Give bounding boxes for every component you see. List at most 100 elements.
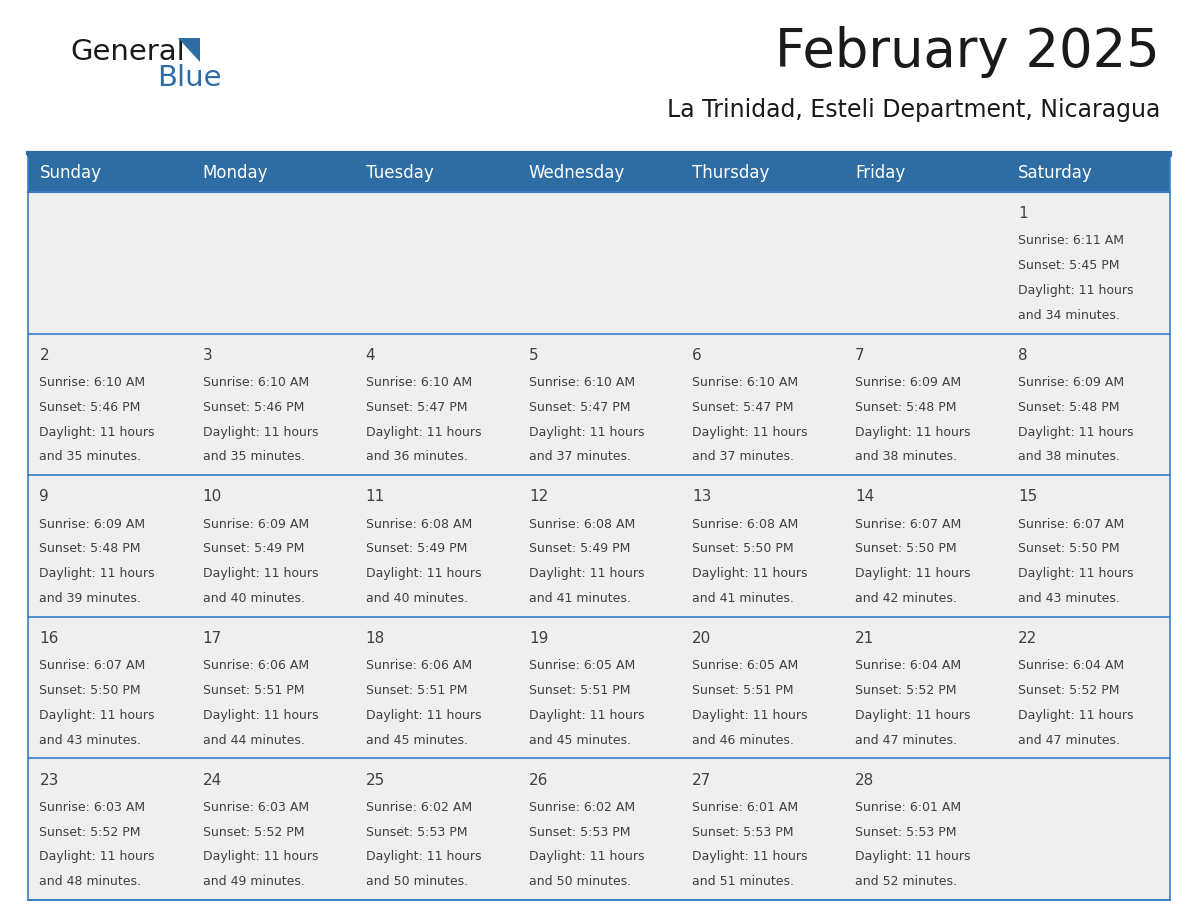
Text: 25: 25 — [366, 773, 385, 788]
Bar — [1007, 476, 1170, 617]
Text: and 38 minutes.: and 38 minutes. — [855, 451, 958, 464]
Text: 27: 27 — [691, 773, 712, 788]
Text: 15: 15 — [1018, 489, 1037, 504]
Text: Sunset: 5:52 PM: Sunset: 5:52 PM — [855, 684, 956, 697]
Text: Daylight: 11 hours: Daylight: 11 hours — [39, 709, 154, 722]
Text: and 38 minutes.: and 38 minutes. — [1018, 451, 1120, 464]
Text: and 37 minutes.: and 37 minutes. — [529, 451, 631, 464]
Text: Sunset: 5:53 PM: Sunset: 5:53 PM — [529, 825, 631, 839]
Text: Daylight: 11 hours: Daylight: 11 hours — [39, 426, 154, 439]
Text: 5: 5 — [529, 348, 538, 363]
Bar — [29, 476, 191, 617]
Text: Sunset: 5:51 PM: Sunset: 5:51 PM — [691, 684, 794, 697]
Text: 18: 18 — [366, 631, 385, 646]
Text: Daylight: 11 hours: Daylight: 11 hours — [691, 709, 808, 722]
Text: Sunset: 5:47 PM: Sunset: 5:47 PM — [529, 401, 631, 414]
Text: and 45 minutes.: and 45 minutes. — [529, 733, 631, 746]
Text: Daylight: 11 hours: Daylight: 11 hours — [366, 567, 481, 580]
Text: Sunset: 5:52 PM: Sunset: 5:52 PM — [203, 825, 304, 839]
Text: Sunrise: 6:07 AM: Sunrise: 6:07 AM — [855, 518, 961, 531]
Text: Sunset: 5:50 PM: Sunset: 5:50 PM — [691, 543, 794, 555]
Text: February 2025: February 2025 — [776, 26, 1159, 78]
Text: Sunrise: 6:11 AM: Sunrise: 6:11 AM — [1018, 234, 1124, 248]
Text: Daylight: 11 hours: Daylight: 11 hours — [691, 850, 808, 864]
Text: Friday: Friday — [855, 164, 905, 183]
Text: and 44 minutes.: and 44 minutes. — [203, 733, 304, 746]
Text: Daylight: 11 hours: Daylight: 11 hours — [1018, 709, 1133, 722]
Bar — [1007, 617, 1170, 758]
Text: 3: 3 — [203, 348, 213, 363]
Text: Sunrise: 6:09 AM: Sunrise: 6:09 AM — [855, 376, 961, 389]
Text: Daylight: 11 hours: Daylight: 11 hours — [529, 709, 644, 722]
Text: La Trinidad, Esteli Department, Nicaragua: La Trinidad, Esteli Department, Nicaragu… — [666, 98, 1159, 122]
Text: 16: 16 — [39, 631, 58, 646]
Bar — [191, 617, 354, 758]
Text: and 45 minutes.: and 45 minutes. — [366, 733, 468, 746]
Text: Sunrise: 6:09 AM: Sunrise: 6:09 AM — [203, 518, 309, 531]
Text: Sunrise: 6:01 AM: Sunrise: 6:01 AM — [691, 800, 798, 814]
Bar — [843, 192, 1007, 333]
Text: and 41 minutes.: and 41 minutes. — [691, 592, 794, 605]
Bar — [191, 758, 354, 900]
Text: Sunset: 5:47 PM: Sunset: 5:47 PM — [366, 401, 467, 414]
Bar — [681, 155, 843, 192]
Text: Sunrise: 6:02 AM: Sunrise: 6:02 AM — [529, 800, 634, 814]
Text: Daylight: 11 hours: Daylight: 11 hours — [855, 709, 971, 722]
Text: and 40 minutes.: and 40 minutes. — [366, 592, 468, 605]
Text: Daylight: 11 hours: Daylight: 11 hours — [691, 426, 808, 439]
Text: Daylight: 11 hours: Daylight: 11 hours — [855, 426, 971, 439]
Bar — [354, 476, 518, 617]
Text: Daylight: 11 hours: Daylight: 11 hours — [39, 567, 154, 580]
Text: Daylight: 11 hours: Daylight: 11 hours — [529, 850, 644, 864]
Text: 13: 13 — [691, 489, 712, 504]
Text: Sunset: 5:46 PM: Sunset: 5:46 PM — [39, 401, 141, 414]
Text: 17: 17 — [203, 631, 222, 646]
Text: and 43 minutes.: and 43 minutes. — [1018, 592, 1120, 605]
Polygon shape — [178, 38, 200, 62]
Text: and 42 minutes.: and 42 minutes. — [855, 592, 958, 605]
Text: Daylight: 11 hours: Daylight: 11 hours — [1018, 426, 1133, 439]
Text: Daylight: 11 hours: Daylight: 11 hours — [855, 850, 971, 864]
Text: 12: 12 — [529, 489, 548, 504]
Text: 6: 6 — [691, 348, 702, 363]
Text: Saturday: Saturday — [1018, 164, 1093, 183]
Text: Sunset: 5:50 PM: Sunset: 5:50 PM — [39, 684, 141, 697]
Text: Sunset: 5:50 PM: Sunset: 5:50 PM — [855, 543, 956, 555]
Text: Sunset: 5:49 PM: Sunset: 5:49 PM — [366, 543, 467, 555]
Text: Sunset: 5:53 PM: Sunset: 5:53 PM — [366, 825, 467, 839]
Text: Daylight: 11 hours: Daylight: 11 hours — [203, 567, 318, 580]
Text: and 50 minutes.: and 50 minutes. — [366, 875, 468, 889]
Text: Sunrise: 6:08 AM: Sunrise: 6:08 AM — [691, 518, 798, 531]
Text: Sunset: 5:53 PM: Sunset: 5:53 PM — [855, 825, 956, 839]
Bar — [843, 758, 1007, 900]
Text: Sunset: 5:51 PM: Sunset: 5:51 PM — [529, 684, 631, 697]
Bar — [29, 617, 191, 758]
Text: Sunrise: 6:05 AM: Sunrise: 6:05 AM — [691, 659, 798, 672]
Bar — [354, 155, 518, 192]
Text: Daylight: 11 hours: Daylight: 11 hours — [366, 426, 481, 439]
Bar — [518, 758, 681, 900]
Bar — [518, 333, 681, 476]
Text: 28: 28 — [855, 773, 874, 788]
Text: and 51 minutes.: and 51 minutes. — [691, 875, 794, 889]
Text: Daylight: 11 hours: Daylight: 11 hours — [529, 567, 644, 580]
Text: Sunrise: 6:10 AM: Sunrise: 6:10 AM — [39, 376, 146, 389]
Text: General: General — [70, 38, 185, 66]
Bar — [681, 476, 843, 617]
Bar — [681, 758, 843, 900]
Text: and 40 minutes.: and 40 minutes. — [203, 592, 304, 605]
Text: Sunset: 5:51 PM: Sunset: 5:51 PM — [203, 684, 304, 697]
Text: 1: 1 — [1018, 207, 1028, 221]
Text: Sunrise: 6:08 AM: Sunrise: 6:08 AM — [529, 518, 636, 531]
Text: and 50 minutes.: and 50 minutes. — [529, 875, 631, 889]
Text: and 37 minutes.: and 37 minutes. — [691, 451, 794, 464]
Text: and 41 minutes.: and 41 minutes. — [529, 592, 631, 605]
Bar — [29, 333, 191, 476]
Text: and 35 minutes.: and 35 minutes. — [203, 451, 304, 464]
Text: Sunset: 5:48 PM: Sunset: 5:48 PM — [855, 401, 956, 414]
Bar — [191, 155, 354, 192]
Text: 10: 10 — [203, 489, 222, 504]
Bar — [191, 192, 354, 333]
Text: Daylight: 11 hours: Daylight: 11 hours — [366, 850, 481, 864]
Bar — [354, 192, 518, 333]
